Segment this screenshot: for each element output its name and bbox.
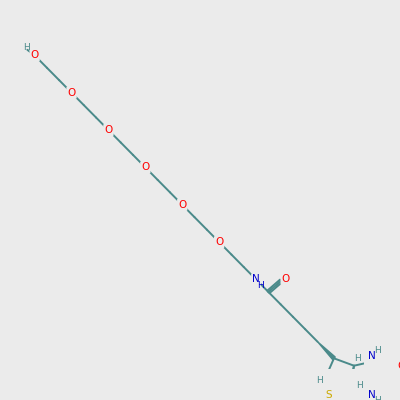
Text: O: O <box>282 274 290 284</box>
Text: O: O <box>104 125 112 135</box>
Text: O: O <box>397 361 400 371</box>
Polygon shape <box>318 342 335 360</box>
Text: N: N <box>368 350 376 360</box>
Text: H: H <box>316 376 323 385</box>
Text: O: O <box>215 237 223 247</box>
Text: O: O <box>68 88 76 98</box>
Text: H: H <box>374 346 381 354</box>
Text: S: S <box>325 390 332 400</box>
Text: H: H <box>356 382 363 390</box>
Text: N: N <box>368 390 376 400</box>
Text: H: H <box>23 44 30 52</box>
Text: O: O <box>141 162 150 172</box>
Text: N: N <box>252 274 260 284</box>
Text: O: O <box>178 200 186 210</box>
Text: H: H <box>354 354 361 363</box>
Text: H: H <box>257 282 264 290</box>
Text: H: H <box>374 396 381 400</box>
Text: O: O <box>30 50 39 60</box>
